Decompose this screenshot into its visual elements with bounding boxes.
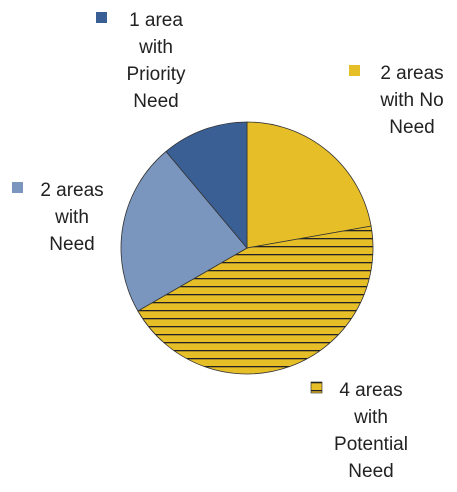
pie-slice-2-areas-with-no-need [246,121,372,249]
legend-swatch [349,65,360,76]
legend-entry-1-area-with-priority-need: 1 area with Priority Need [96,10,186,112]
legend-label-line: with [353,407,388,428]
pie-slice-2-areas-with-need [120,150,248,312]
legend-entry-2-areas-with-no-need: 2 areas with No Need [349,63,444,138]
legend-label-line: with [54,207,89,228]
legend-label-line: Need [133,91,178,112]
legend-label-line: 2 areas [40,180,103,201]
legend-label-line: Need [348,461,393,482]
legend-entry-4-areas-with-potential-need: 4 areas with Potential Need [310,380,408,482]
pie-slice-1-area-with-priority-need [165,121,248,250]
pie-slice-4-areas-with-potential-need [137,225,374,375]
legend-swatch [96,12,107,23]
legend: 1 area with Priority Need 2 areas with No Need… [12,10,444,482]
legend-label-line: 2 areas [380,63,443,84]
legend-label-line: 4 areas [339,380,402,401]
legend-swatch [12,182,23,193]
pie-slices [120,121,374,375]
legend-entry-2-areas-with-need: 2 areas with Need [12,180,104,255]
legend-label-line: with [138,37,173,58]
legend-label-line: Need [389,117,434,138]
legend-label-line: Need [49,234,94,255]
legend-swatch [310,381,323,394]
legend-label-line: Priority [126,64,186,85]
legend-label-line: with No [379,90,443,111]
legend-label-line: 1 area [129,10,183,31]
legend-label-line: Potential [334,434,408,455]
